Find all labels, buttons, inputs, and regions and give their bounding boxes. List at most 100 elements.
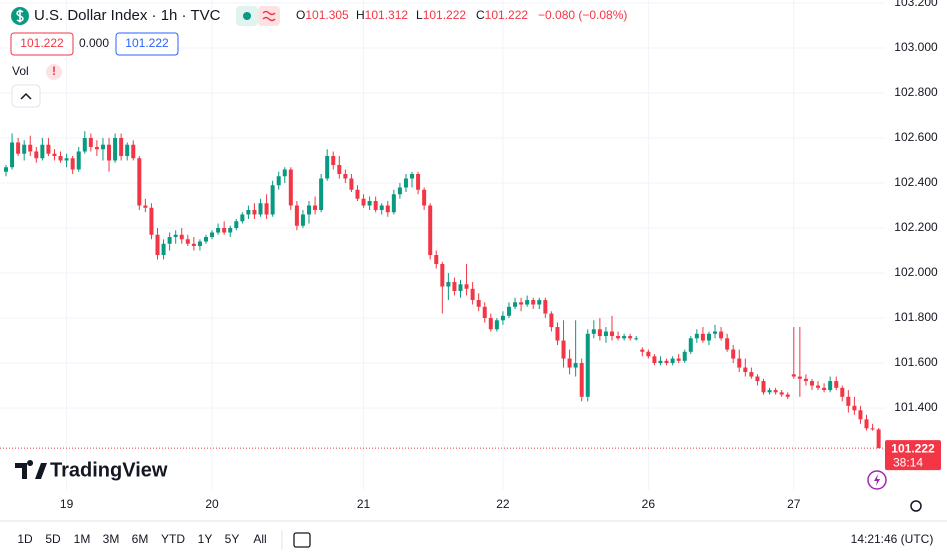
- change: −0.080 (−0.08%): [538, 8, 627, 22]
- candle-body: [428, 205, 433, 256]
- ohlc-item: O101.305: [296, 8, 349, 22]
- sell-price: 101.222: [20, 36, 64, 50]
- candle-body: [616, 336, 621, 339]
- candle-body: [16, 142, 21, 154]
- ohlc-item: C101.222: [476, 8, 528, 22]
- candle-body: [658, 360, 663, 364]
- candle-body: [307, 205, 311, 215]
- candle-body: [258, 203, 263, 215]
- candle-body: [858, 410, 863, 420]
- candle-body: [876, 429, 881, 449]
- countdown: 38:14: [893, 455, 923, 469]
- candle-body: [579, 363, 584, 397]
- candle-body: [834, 381, 839, 388]
- range-button[interactable]: 1M: [74, 532, 91, 546]
- date-range-icon[interactable]: [293, 532, 311, 548]
- candle-body: [446, 282, 451, 287]
- candle-body: [185, 239, 190, 244]
- candle-body: [646, 351, 651, 357]
- candle-body: [234, 221, 239, 229]
- candle-body: [131, 144, 136, 159]
- candle-body: [228, 228, 233, 233]
- candle-body: [513, 302, 518, 307]
- candle-body: [585, 333, 590, 397]
- candle-body: [870, 428, 875, 430]
- settings-icon[interactable]: [910, 500, 922, 512]
- last-price-label: 101.222: [891, 441, 935, 455]
- candle-body: [700, 333, 705, 341]
- range-button[interactable]: 1D: [17, 532, 33, 546]
- candle-body: [500, 315, 505, 321]
- candle-body: [385, 205, 390, 213]
- candle-body: [494, 320, 499, 330]
- ohlc-value: 101.222: [485, 8, 529, 22]
- candle-body: [767, 390, 772, 393]
- range-button[interactable]: 3M: [103, 532, 120, 546]
- collapse-button[interactable]: [11, 84, 41, 108]
- candle-body: [791, 374, 796, 377]
- ohlc-value: 101.222: [423, 8, 467, 22]
- y-tick-label: 102.200: [894, 220, 938, 234]
- candle-body: [779, 392, 784, 395]
- data-button[interactable]: [258, 6, 280, 26]
- sell-box[interactable]: [10, 32, 74, 56]
- ohlc-letter: L: [416, 8, 423, 22]
- candle-body: [567, 358, 572, 368]
- candle-body: [822, 387, 827, 391]
- y-tick-label: 102.000: [894, 265, 938, 279]
- candle-body: [203, 237, 208, 242]
- range-button[interactable]: 5D: [45, 532, 61, 546]
- candle-body: [488, 318, 493, 330]
- candle-body: [561, 340, 566, 359]
- range-button[interactable]: YTD: [161, 532, 185, 546]
- candle-body: [276, 176, 281, 186]
- candle-body: [331, 155, 336, 165]
- candle-body: [737, 358, 742, 368]
- candle-body: [119, 137, 124, 156]
- candle-body: [743, 367, 748, 373]
- buy-box[interactable]: [115, 32, 179, 56]
- wave-icon: [262, 10, 276, 22]
- candle-body: [179, 234, 184, 240]
- range-button[interactable]: All: [253, 532, 266, 546]
- candle-body: [440, 264, 445, 287]
- vol-alert-bg: [46, 64, 62, 80]
- chevron: [20, 92, 32, 100]
- range-button[interactable]: 6M: [132, 532, 149, 546]
- candle-body: [731, 349, 736, 359]
- candle-body: [52, 153, 57, 156]
- candle-body: [325, 155, 330, 179]
- candle-body: [167, 237, 172, 244]
- candle-body: [725, 338, 730, 350]
- candle-body: [349, 178, 354, 190]
- candle-body: [603, 331, 608, 337]
- candle-body: [64, 158, 69, 161]
- candle-body: [525, 300, 530, 305]
- candle-body: [549, 313, 554, 328]
- candle-body: [361, 198, 366, 206]
- candle-body: [803, 378, 808, 382]
- candle-body: [191, 243, 196, 247]
- y-tick-label: 102.400: [894, 175, 938, 189]
- candle-body: [143, 205, 148, 208]
- candle-body: [652, 356, 657, 364]
- range-button[interactable]: 1Y: [198, 532, 213, 546]
- candle-body: [628, 336, 633, 339]
- candle-body: [773, 390, 778, 393]
- candle-body: [264, 203, 269, 215]
- y-tick-label: 101.600: [894, 355, 938, 369]
- candle-body: [476, 300, 481, 307]
- candle-body: [416, 173, 421, 190]
- candle-body: [470, 288, 475, 301]
- candle-body: [694, 333, 699, 339]
- candle-body: [288, 169, 293, 206]
- candle-body: [519, 302, 524, 305]
- range-button[interactable]: 5Y: [225, 532, 240, 546]
- symbol-logo-glyph: [16, 9, 24, 23]
- candle-body: [343, 173, 348, 179]
- candle-body: [676, 358, 681, 361]
- candle-body: [410, 173, 415, 179]
- spread: 0.000: [79, 36, 109, 50]
- candle-body: [10, 142, 15, 168]
- candle-body: [173, 234, 178, 238]
